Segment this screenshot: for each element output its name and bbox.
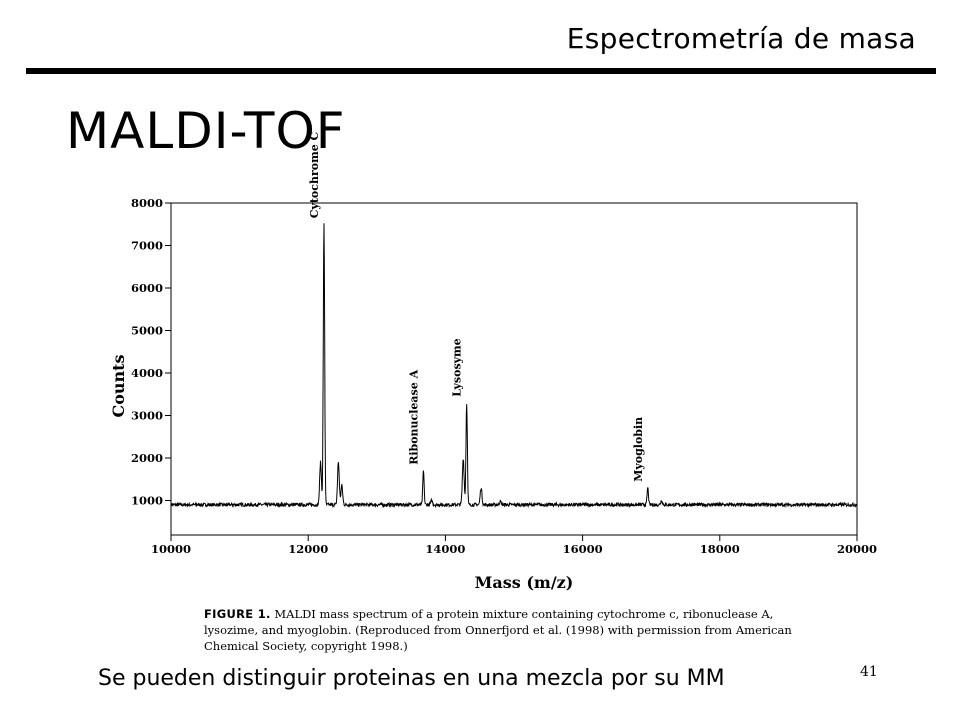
x-tick-label: 12000	[288, 542, 328, 556]
x-tick-label: 14000	[425, 542, 465, 556]
y-axis-ticks: 1000 2000 3000 4000 5000 6000 7000 8000	[131, 196, 171, 508]
peak-label: Myoglobin	[632, 417, 645, 482]
x-tick-label: 10000	[151, 542, 191, 556]
slide-title: MALDI-TOF	[66, 102, 346, 160]
y-tick-label: 1000	[131, 494, 163, 508]
x-tick-label: 16000	[563, 542, 603, 556]
x-tick-label: 18000	[700, 542, 740, 556]
peak-label: Cytochrome C	[308, 131, 321, 218]
y-tick-label: 3000	[131, 409, 163, 423]
footer-statement: Se pueden distinguir proteinas en una me…	[98, 666, 725, 691]
y-axis-label: Counts	[109, 354, 128, 417]
peak-label: Lysosyme	[451, 338, 464, 397]
peak-labels: Cytochrome C Ribonuclease A Lysosyme Myoglo…	[308, 131, 645, 481]
x-tick-label: 20000	[837, 542, 877, 556]
x-axis-label: Mass (m/z)	[475, 573, 574, 592]
plot-frame	[170, 202, 858, 536]
figure-caption-text: MALDI mass spectrum of a protein mixture…	[204, 607, 792, 653]
header-divider	[26, 68, 936, 74]
peak-label: Ribonuclease A	[407, 369, 420, 464]
spectrum-line	[170, 223, 858, 509]
y-tick-label: 8000	[131, 196, 163, 210]
page-number: 41	[860, 664, 878, 680]
y-tick-label: 4000	[131, 366, 163, 380]
figure-caption-label: FIGURE 1.	[204, 607, 271, 621]
y-tick-label: 2000	[131, 451, 163, 465]
x-axis-ticks: 10000 12000 14000 16000 18000 20000	[151, 535, 877, 556]
y-tick-label: 6000	[131, 281, 163, 295]
figure-caption: FIGURE 1. MALDI mass spectrum of a prote…	[204, 606, 804, 654]
y-tick-label: 5000	[131, 324, 163, 338]
y-tick-label: 7000	[131, 239, 163, 253]
section-title: Espectrometría de masa	[566, 22, 916, 55]
